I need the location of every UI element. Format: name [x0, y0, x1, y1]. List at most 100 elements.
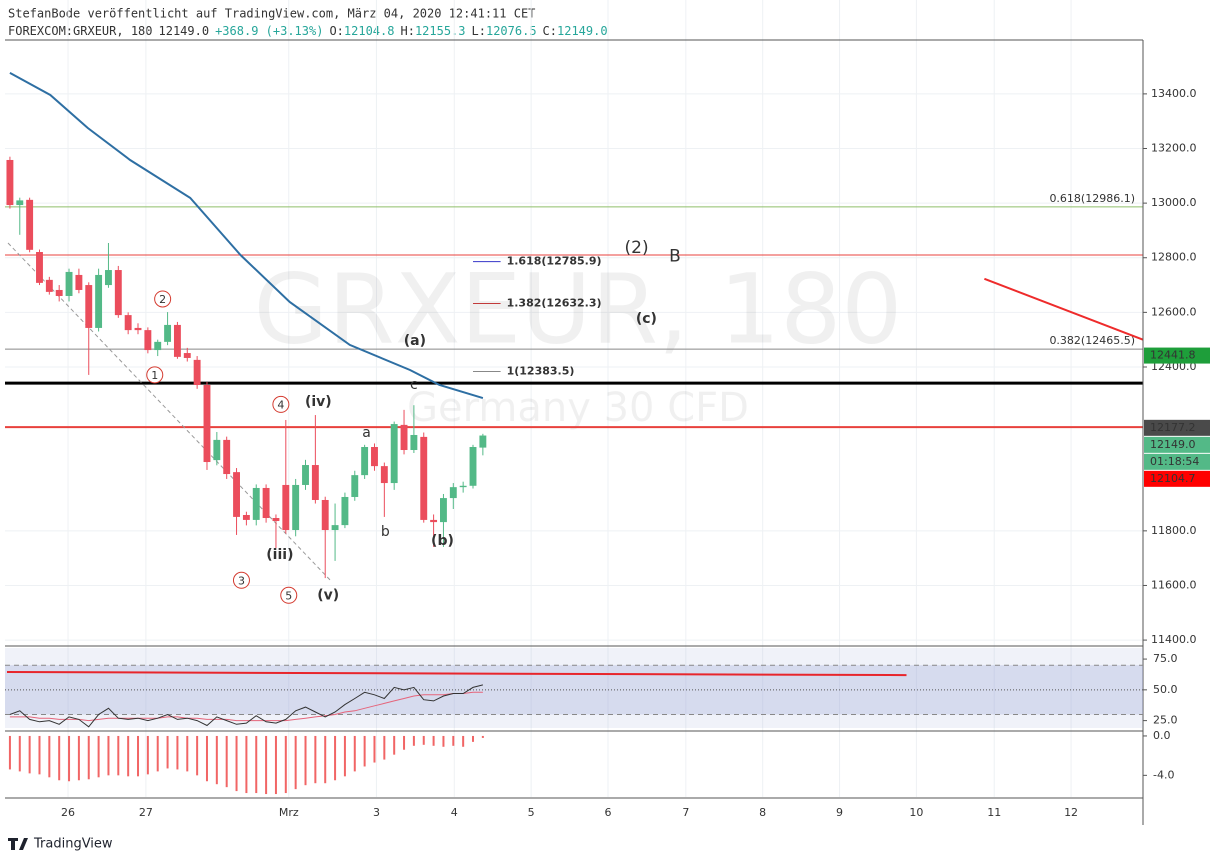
macd-bar: [412, 735, 415, 746]
brand: TradingView: [33, 837, 113, 852]
y-tick-label: 11600.0: [1151, 578, 1197, 591]
wave-label: (iii): [266, 547, 293, 563]
wave-circle: [154, 290, 172, 308]
x-tick-label: 7: [682, 806, 689, 819]
candle-body: [65, 271, 73, 296]
macd-bar: [334, 735, 337, 781]
candle-body: [430, 519, 438, 523]
macd-bar: [176, 735, 179, 770]
wave-label: b: [381, 524, 390, 540]
macd-bar: [87, 735, 90, 780]
x-tick-label: 10: [909, 806, 923, 819]
watermark: GRXEUR, 180: [254, 253, 903, 365]
quote-part: H:: [400, 24, 414, 38]
macd-bar: [127, 735, 130, 777]
macd-bar: [422, 735, 425, 745]
macd-bar: [452, 735, 455, 746]
x-tick-label: 5: [528, 806, 535, 819]
candle-body: [85, 285, 93, 328]
countdown-tag: [1144, 453, 1210, 470]
macd-bar: [343, 735, 346, 777]
x-tick-label: 27: [139, 806, 153, 819]
candle-body: [331, 525, 339, 531]
y-tick-label: 13200.0: [1151, 142, 1197, 155]
macd-bar: [18, 735, 21, 772]
wave-label: 4: [277, 398, 284, 411]
watermark: Germany 30 CFD: [407, 385, 749, 431]
macd-bar: [28, 735, 31, 774]
rsi-band-outer: [5, 648, 1143, 728]
macd-bar: [38, 735, 41, 775]
candle-body: [124, 315, 132, 331]
x-tick-label: 4: [451, 806, 458, 819]
candle-body: [449, 487, 457, 499]
wave-circle: [232, 571, 250, 589]
candle-body: [213, 439, 221, 461]
candle-body: [173, 324, 181, 357]
candle-body: [144, 330, 152, 351]
quote-line: FOREXCOM:GRXEUR, 180 12149.0 +368.9 (+3.13…: [8, 24, 608, 38]
macd-bar: [215, 735, 218, 785]
candle-body: [469, 447, 477, 486]
macd-bar: [481, 735, 484, 738]
macd-bar: [205, 735, 208, 782]
candle-body: [459, 485, 467, 488]
candle-body: [420, 436, 428, 520]
quote-part: FOREXCOM:GRXEUR, 180: [8, 24, 153, 38]
price-tag: [1144, 347, 1210, 364]
moving-average: [9, 72, 484, 400]
x-tick-label: 8: [759, 806, 766, 819]
level-label: 0.618(12986.1): [1049, 192, 1135, 205]
macd-bar: [107, 735, 110, 776]
candle-body: [252, 487, 260, 520]
macd-bar: [58, 735, 61, 781]
tradingview-logo: [8, 838, 28, 850]
candle-body: [371, 447, 378, 467]
candle-body: [105, 270, 112, 286]
candle-body: [36, 252, 43, 283]
candle-body: [262, 487, 270, 519]
macd-bar: [294, 735, 297, 790]
y-tick-label: 11800.0: [1151, 524, 1197, 537]
macd-bar: [245, 735, 248, 794]
quote-part: C:: [543, 24, 557, 38]
wave-label: (b): [431, 533, 454, 549]
x-tick-label: 12: [1064, 806, 1078, 819]
quote-part: 12104.8: [344, 24, 395, 38]
rsi-y-tick-label: 50.0: [1153, 683, 1178, 696]
macd-bar: [137, 735, 140, 777]
candle-body: [302, 465, 309, 485]
candle-body: [203, 385, 211, 463]
candle-body: [134, 327, 142, 331]
rsi-y-tick-label: 75.0: [1153, 652, 1178, 665]
macd-bar: [156, 735, 159, 772]
candle-body: [154, 341, 162, 351]
y-tick-label: 12600.0: [1151, 305, 1197, 318]
candle-body: [341, 496, 349, 526]
price-tag-label: 12441.8: [1150, 349, 1196, 362]
rsi-line: [9, 684, 484, 728]
candle-body: [114, 270, 122, 316]
fib-label: 1.618(12785.9): [507, 255, 602, 268]
candle-body: [242, 515, 250, 520]
macd-bar: [353, 735, 356, 772]
wave-label: a: [362, 425, 371, 441]
candle-body: [400, 424, 408, 451]
macd-bar: [314, 735, 317, 784]
macd-y-tick-label: 0.0: [1153, 729, 1171, 742]
candle-body: [26, 199, 34, 250]
fib-label: 1.382(12632.3): [507, 297, 602, 310]
quote-part: 12149.0: [159, 24, 210, 38]
candle-body: [193, 359, 201, 386]
candle-body: [440, 498, 447, 523]
candle-body: [6, 159, 14, 206]
macd-bar: [146, 735, 149, 775]
macd-bar: [462, 735, 465, 747]
price-tag: [1144, 470, 1210, 487]
price-tag-label: 12177.2: [1150, 421, 1196, 434]
wave-circle: [146, 366, 164, 384]
macd-bar: [304, 735, 307, 786]
candle-body: [321, 499, 329, 531]
